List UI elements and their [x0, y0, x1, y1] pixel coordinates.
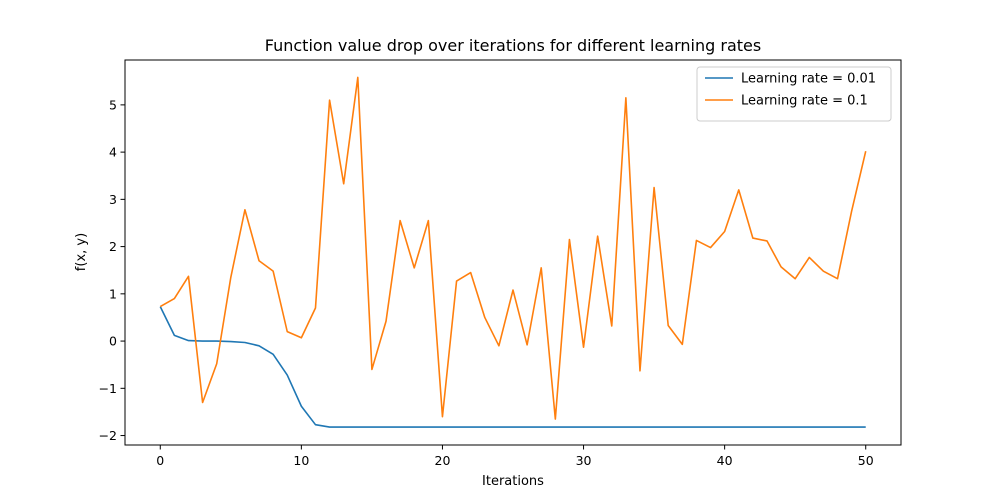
chart-title: Function value drop over iterations for … [265, 36, 761, 55]
x-tick-label: 20 [435, 453, 451, 468]
y-tick-label: −1 [99, 381, 117, 396]
x-tick-label: 0 [156, 453, 164, 468]
legend-box [696, 66, 892, 122]
y-tick-label: 4 [109, 145, 117, 160]
series-line-1 [159, 306, 866, 428]
y-tick-label: −2 [99, 428, 117, 443]
x-axis-title: Iterations [482, 474, 544, 489]
legend: Learning rate = 0.01 Learning rate = 0.1 [696, 66, 892, 122]
legend-label-1: Learning rate = 0.01 [741, 72, 876, 87]
y-tick-label: 2 [109, 239, 117, 254]
y-tick-label: 5 [109, 97, 117, 112]
plot-frame [124, 59, 902, 446]
plot-area [159, 76, 867, 428]
y-tick-label: 1 [109, 286, 117, 301]
x-tick-label: 30 [576, 453, 592, 468]
x-tick-label: 40 [717, 453, 733, 468]
series-line-2 [159, 76, 867, 420]
y-tick-label: 0 [109, 334, 117, 349]
x-tick-label: 10 [293, 453, 309, 468]
y-axis-title: f(x, y) [74, 233, 89, 271]
legend-label-2: Learning rate = 0.1 [741, 94, 868, 109]
x-tick-label: 50 [858, 453, 874, 468]
y-tick-label: 3 [109, 192, 117, 207]
